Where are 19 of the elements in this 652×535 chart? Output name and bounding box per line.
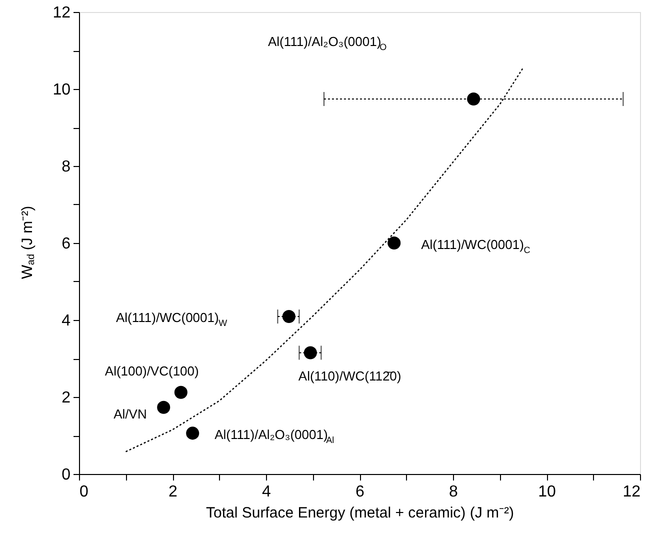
y-axis-title: Wad (J m⁻²) (19, 206, 37, 279)
y-tick-label: 12 (52, 4, 71, 22)
annotation: Al(110)/WC(112̄0) (298, 368, 402, 384)
y-tick-label: 2 (62, 390, 71, 406)
x-tick-label: 12 (622, 484, 641, 500)
x-axis-title: Total Surface Energy (metal + ceramic) (J m⁻²) (206, 504, 514, 522)
x-tick-label: 8 (449, 484, 458, 500)
annotation: Al/VN (114, 406, 147, 422)
x-tick-label: 10 (538, 484, 556, 500)
x-tick-label: 6 (356, 484, 365, 500)
x-tick-label: 4 (262, 484, 272, 500)
annotation: Al(100)/VC(100) (104, 363, 199, 378)
y-tick-label: 6 (62, 236, 71, 252)
x-tick-label: 0 (80, 484, 88, 500)
y-tick-label: 8 (62, 158, 71, 176)
y-tick-label: 10 (52, 82, 71, 98)
x-tick-label: 2 (168, 484, 178, 500)
y-tick-label: 0 (62, 466, 71, 484)
y-tick-label: 4 (62, 312, 71, 330)
